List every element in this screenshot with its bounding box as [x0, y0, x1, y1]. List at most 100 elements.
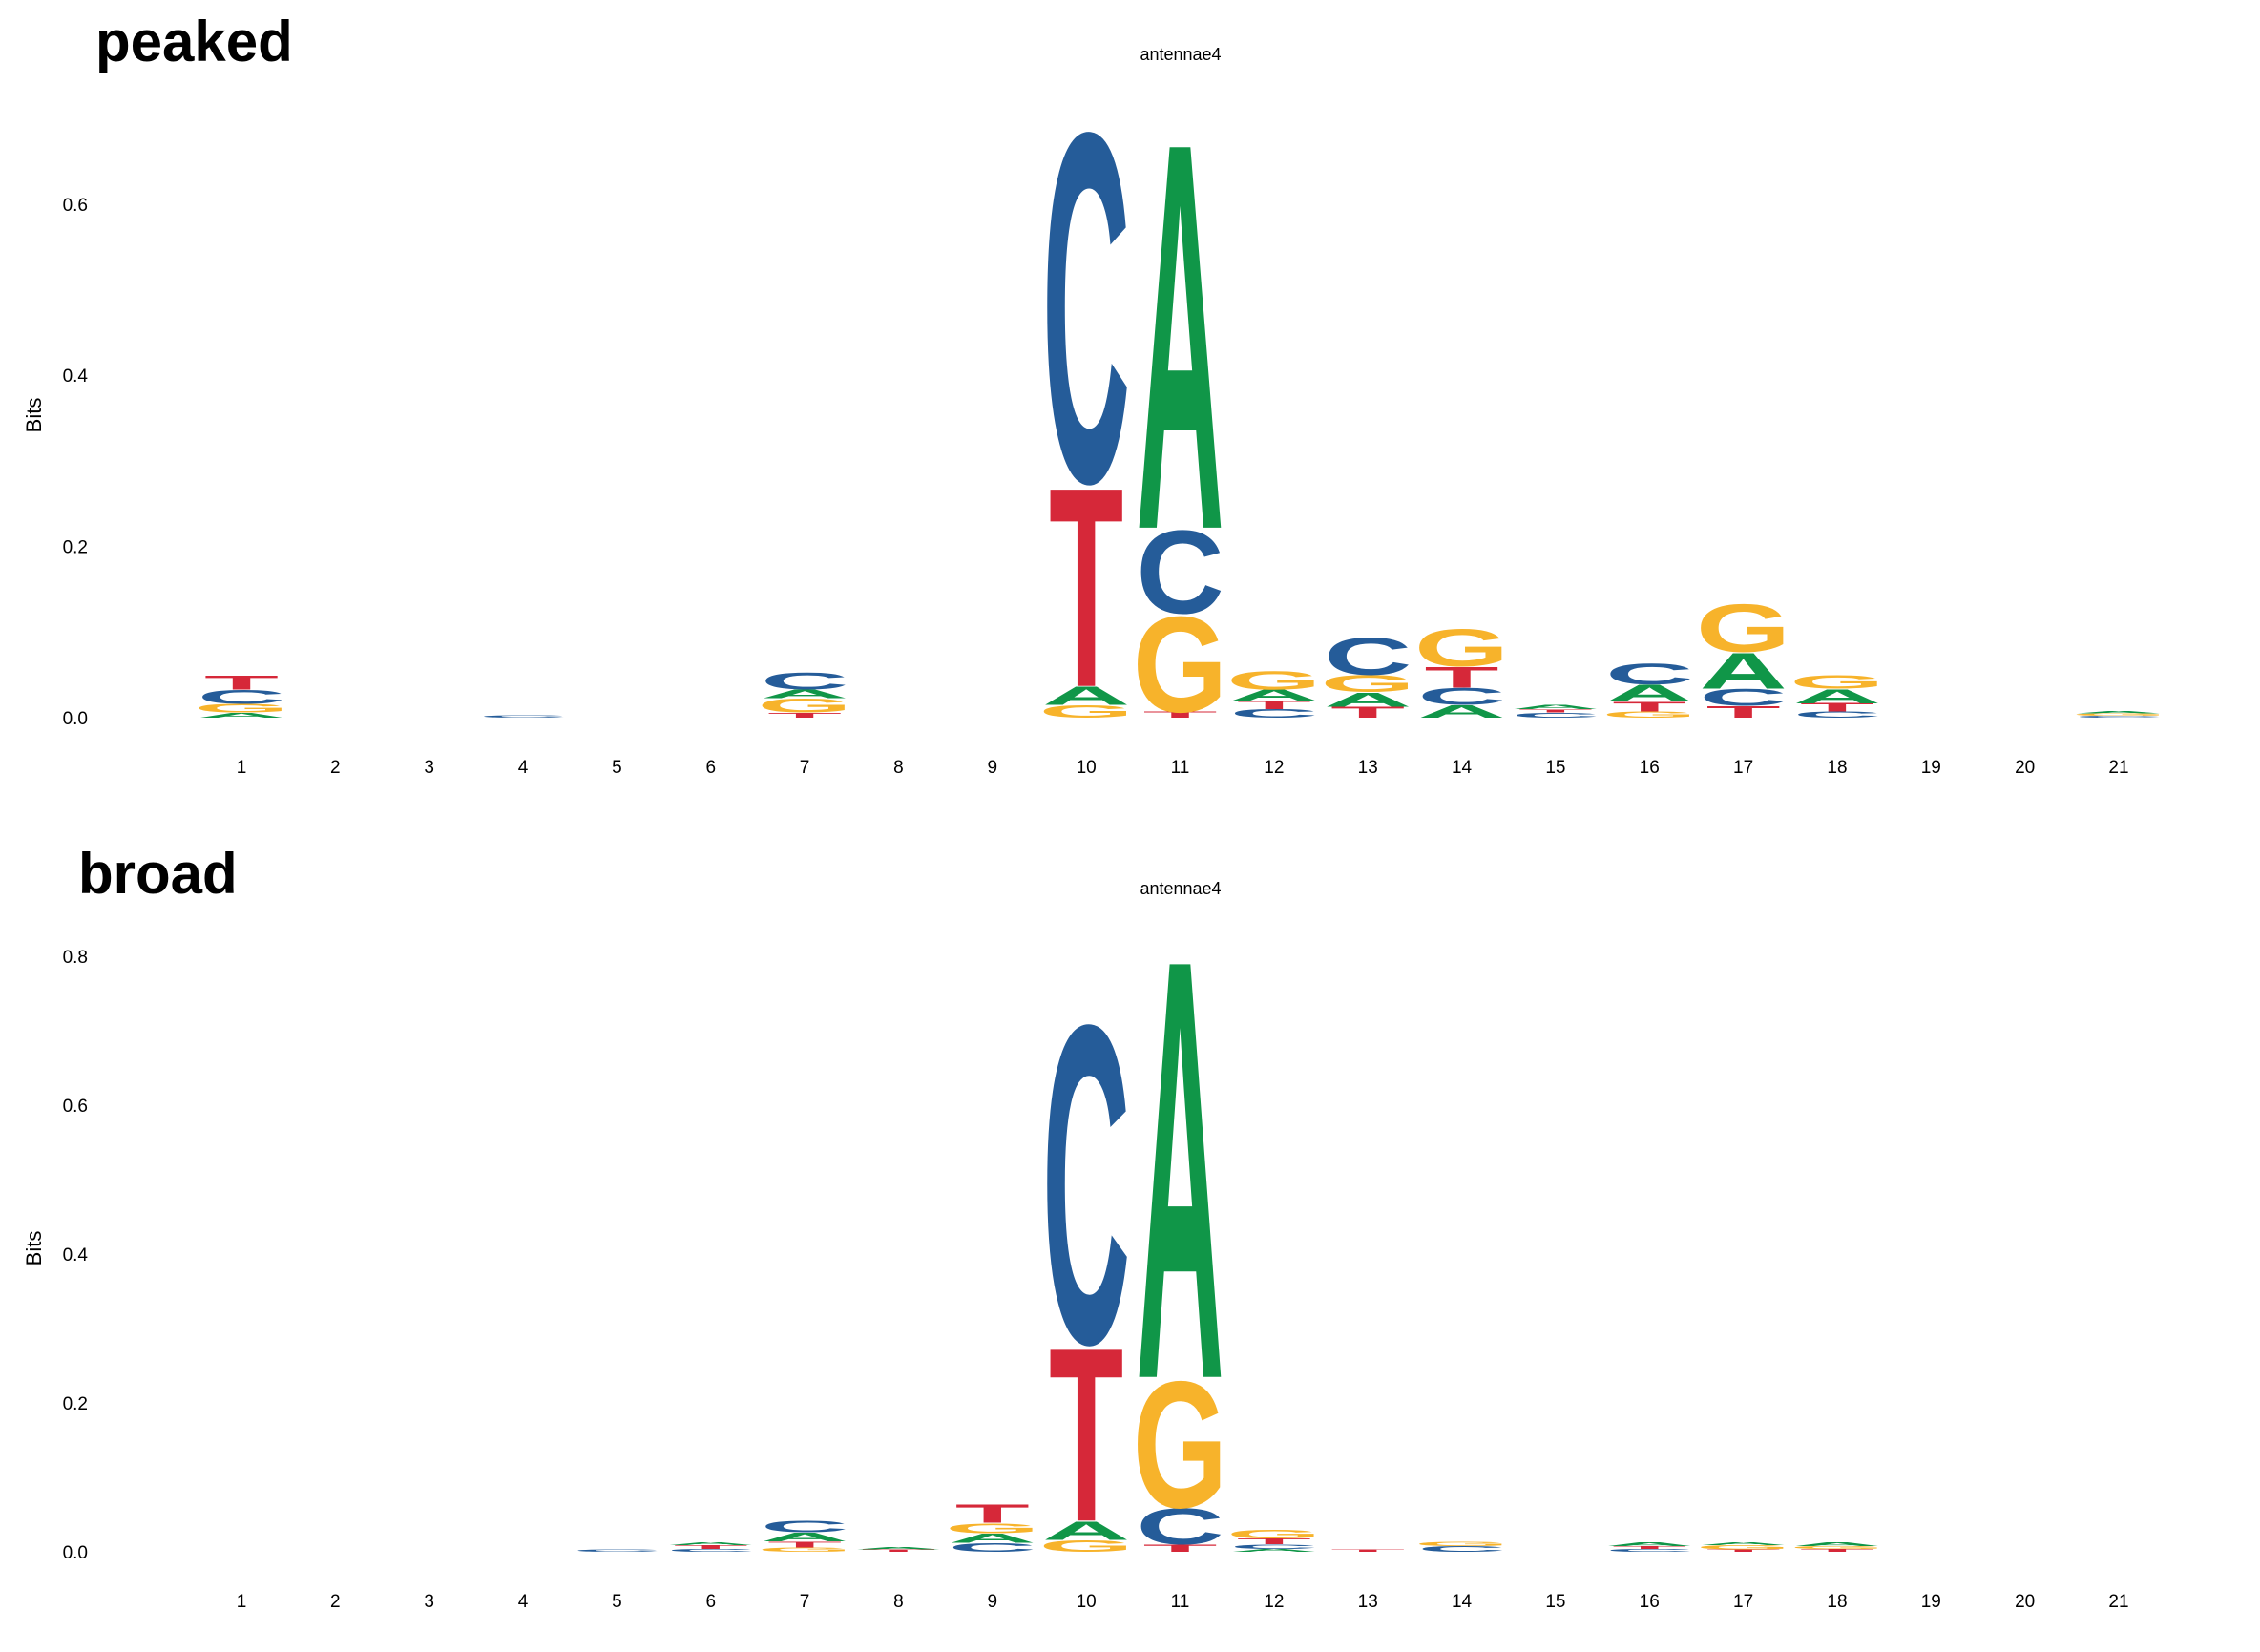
- logo-letter-a: A: [1699, 642, 1787, 700]
- logo-letter-t: T: [1142, 710, 1217, 720]
- y-tick-label: 0.6: [63, 1097, 88, 1117]
- logo-letter-c: C: [198, 686, 285, 709]
- logo-letter-a: A: [1042, 1516, 1130, 1546]
- logo-letter-g: G: [1226, 665, 1321, 695]
- logo-letter-c: C: [949, 1540, 1036, 1554]
- logo-letter-a: A: [1512, 703, 1600, 710]
- x-tick-label: 18: [1827, 1592, 1847, 1612]
- logo-letter-t: T: [955, 1498, 1030, 1529]
- x-tick-label: 11: [1171, 1592, 1190, 1612]
- logo-letter-a: A: [854, 1547, 942, 1551]
- y-tick-label: 0.0: [63, 1543, 88, 1563]
- logo-letter-g: G: [1696, 1544, 1790, 1551]
- logo-letter-g: G: [1414, 1540, 1509, 1547]
- logo-letter-a: A: [1324, 688, 1412, 711]
- x-tick-label: 2: [330, 1592, 341, 1612]
- y-tick-label: 0.2: [63, 1394, 88, 1414]
- x-tick-label: 6: [705, 758, 716, 778]
- x-tick-label: 4: [518, 758, 529, 778]
- logo-letter-t: T: [1518, 708, 1593, 714]
- logo-letter-a: A: [1793, 1541, 1881, 1547]
- logo-letter-t: T: [1049, 428, 1123, 746]
- panel-label-broad: broad: [78, 842, 238, 906]
- logo-letter-t: T: [674, 1544, 748, 1550]
- logo-letter-c: C: [1605, 1548, 1693, 1553]
- logo-letter-g: G: [1414, 618, 1509, 679]
- x-tick-label: 1: [237, 1592, 247, 1612]
- logo-letter-c: C: [1417, 1544, 1505, 1554]
- logo-letter-a: A: [761, 1530, 848, 1543]
- logo-letter-c: C: [1136, 506, 1224, 638]
- logo-letter-g: G: [1038, 1537, 1133, 1555]
- x-tick-label: 17: [1733, 758, 1753, 778]
- logo-letter-g: G: [194, 702, 288, 716]
- logo-letter-a: A: [761, 687, 848, 701]
- logo-letter-g: G: [1321, 671, 1415, 698]
- logo-letter-a: A: [949, 1531, 1036, 1546]
- y-tick-label: 0.0: [63, 709, 88, 729]
- y-axis-title: Bits: [22, 1231, 46, 1266]
- logo-letter-g: G: [2071, 713, 2166, 717]
- chart-title: antennae4: [1140, 879, 1221, 898]
- x-tick-label: 7: [800, 1592, 810, 1612]
- logo-letter-c: C: [667, 1548, 755, 1553]
- x-tick-label: 2: [330, 758, 341, 778]
- x-tick-label: 14: [1452, 1592, 1473, 1612]
- logo-letter-a: A: [1042, 681, 1130, 711]
- logo-letter-c: C: [1512, 711, 1600, 719]
- logo-letter-c: C: [1417, 683, 1505, 710]
- logo-letter-a: A: [1793, 685, 1881, 708]
- x-tick-label: 18: [1827, 758, 1847, 778]
- x-tick-label: 19: [1921, 758, 1941, 778]
- x-tick-label: 17: [1733, 1592, 1753, 1612]
- logo-letter-t: T: [1237, 699, 1311, 712]
- x-tick-label: 6: [705, 1592, 716, 1612]
- logo-letter-t: T: [1612, 699, 1686, 715]
- logo-letter-a: A: [1230, 1548, 1318, 1553]
- logo-letter-a: A: [2075, 710, 2163, 714]
- x-tick-label: 7: [800, 758, 810, 778]
- x-tick-label: 20: [2015, 758, 2035, 778]
- logo-letter-c: C: [479, 715, 567, 719]
- logo-letter-g: G: [1602, 710, 1697, 720]
- logo-letter-t: T: [861, 1549, 935, 1553]
- logo-letter-c: C: [1324, 627, 1412, 687]
- y-tick-label: 0.6: [63, 196, 88, 216]
- logo-letter-t: T: [767, 711, 842, 719]
- logo-letter-t: T: [1706, 702, 1781, 721]
- logo-letter-t: T: [767, 1540, 842, 1550]
- x-tick-label: 9: [988, 758, 998, 778]
- logo-letter-t: T: [1706, 1549, 1781, 1553]
- x-tick-label: 19: [1921, 1592, 1941, 1612]
- x-tick-label: 4: [518, 1592, 529, 1612]
- x-tick-label: 10: [1077, 1592, 1097, 1612]
- logo-letter-t: T: [1237, 1537, 1311, 1546]
- logo-letter-a: A: [1605, 680, 1693, 706]
- logo-letter-t: T: [1800, 1548, 1874, 1553]
- logo-letter-g: G: [1789, 1545, 1884, 1550]
- y-tick-label: 0.8: [63, 948, 88, 968]
- x-tick-label: 15: [1545, 758, 1565, 778]
- x-tick-label: 5: [612, 1592, 622, 1612]
- x-tick-label: 5: [612, 758, 622, 778]
- x-tick-label: 8: [893, 758, 904, 778]
- logo-letter-t: T: [1800, 701, 1874, 715]
- x-tick-label: 14: [1452, 758, 1473, 778]
- y-axis-title: Bits: [22, 398, 46, 433]
- x-tick-label: 11: [1171, 758, 1190, 778]
- logo-letter-a: A: [1417, 701, 1505, 721]
- logo-letter-c: C: [1793, 710, 1881, 720]
- logo-letter-t: T: [1330, 704, 1405, 721]
- y-tick-label: 0.2: [63, 538, 88, 558]
- x-tick-label: 1: [237, 758, 247, 778]
- logo-letter-t: T: [204, 671, 279, 694]
- x-tick-label: 9: [988, 1592, 998, 1612]
- logo-letter-c: C: [1230, 707, 1318, 721]
- x-tick-label: 10: [1077, 758, 1097, 778]
- x-tick-label: 12: [1264, 1592, 1284, 1612]
- logo-letter-g: G: [757, 695, 851, 718]
- logo-letter-a: A: [1699, 1541, 1787, 1546]
- x-tick-label: 15: [1545, 1592, 1565, 1612]
